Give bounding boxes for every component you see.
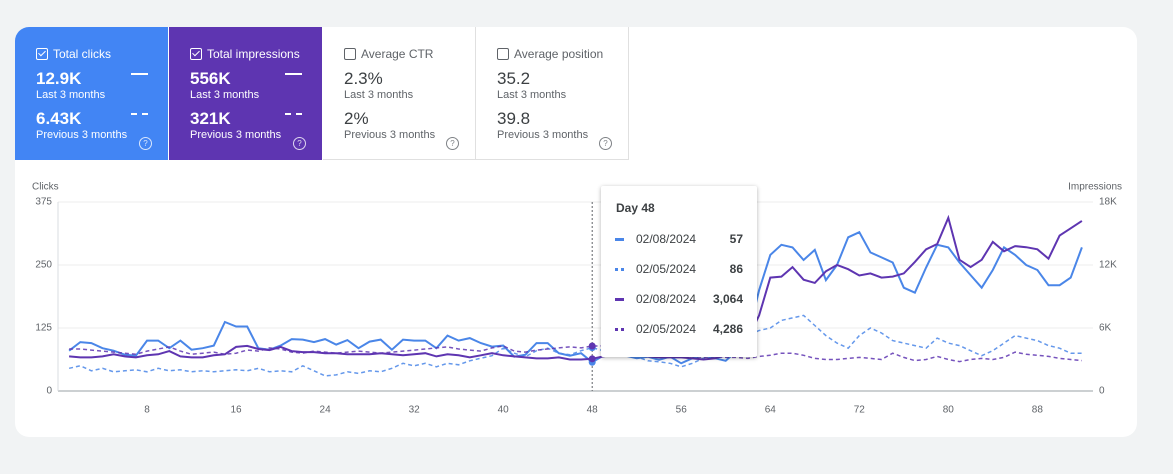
x-tick-label: 64 xyxy=(765,405,777,416)
x-tick-label: 32 xyxy=(409,405,421,416)
x-tick-label: 16 xyxy=(231,405,243,416)
tooltip-row: 02/05/2024 4,286 xyxy=(615,321,743,337)
y2-axis-title: Impressions xyxy=(1068,182,1122,193)
row-value: 4,286 xyxy=(712,322,743,336)
x-tick-label: 80 xyxy=(943,405,955,416)
metric-card[interactable]: Total clicks 12.9K Last 3 months 6.43K P… xyxy=(15,27,168,160)
card-prev-value: 39.8 xyxy=(497,109,531,128)
card-label: Average position xyxy=(514,47,604,61)
card-prev-period: Previous 3 months xyxy=(344,129,436,141)
x-tick-label: 40 xyxy=(498,405,510,416)
y-tick-label: 125 xyxy=(35,323,52,334)
row-marker xyxy=(615,297,624,301)
card-label: Average CTR xyxy=(361,47,434,61)
x-tick-label: 72 xyxy=(854,405,866,416)
card-value: 12.9K xyxy=(36,69,82,88)
card-value: 556K xyxy=(190,69,231,88)
x-tick-label: 48 xyxy=(587,405,599,416)
y-axis-title: Clicks xyxy=(32,182,59,193)
card-prev-period: Previous 3 months xyxy=(36,129,128,141)
y2-tick-label: 6K xyxy=(1099,323,1112,334)
row-date: 02/05/2024 xyxy=(636,262,697,276)
card-prev-period: Previous 3 months xyxy=(497,129,589,141)
card-period: Last 3 months xyxy=(344,89,414,101)
card-period: Last 3 months xyxy=(497,89,567,101)
y2-tick-label: 12K xyxy=(1099,260,1117,271)
row-marker xyxy=(615,327,624,331)
card-label: Total clicks xyxy=(53,47,112,61)
y-tick-label: 250 xyxy=(35,260,52,271)
y-tick-label: 375 xyxy=(35,197,52,208)
row-marker xyxy=(615,267,624,271)
y2-tick-label: 18K xyxy=(1099,197,1117,208)
series-line xyxy=(69,214,1083,361)
card-prev-value: 2% xyxy=(344,109,369,128)
row-value: 3,064 xyxy=(712,292,743,306)
metric-card[interactable]: Total impressions 556K Last 3 months 321… xyxy=(169,27,322,160)
card-period: Last 3 months xyxy=(190,89,260,101)
tooltip-row: 02/05/2024 86 xyxy=(615,261,743,277)
card-period: Last 3 months xyxy=(36,89,106,101)
x-tick-label: 24 xyxy=(320,405,332,416)
row-value: 86 xyxy=(729,262,743,276)
row-date: 02/05/2024 xyxy=(636,322,697,336)
card-prev-value: 6.43K xyxy=(36,109,82,128)
hover-dot xyxy=(588,355,596,363)
tooltip-row: 02/08/2024 57 xyxy=(615,231,743,247)
row-date: 02/08/2024 xyxy=(636,232,697,246)
y-tick-label: 0 xyxy=(46,386,52,397)
row-value: 57 xyxy=(729,232,743,246)
series-line xyxy=(68,230,1083,365)
metric-card[interactable]: Average CTR 2.3% Last 3 months 2% Previo… xyxy=(323,27,476,160)
tooltip-title: Day 48 xyxy=(616,201,655,215)
y2-tick-label: 0 xyxy=(1099,386,1105,397)
panel: Total clicks 12.9K Last 3 months 6.43K P… xyxy=(15,27,1137,437)
metric-card[interactable]: Average position 35.2 Last 3 months 39.8… xyxy=(476,27,629,160)
card-value: 2.3% xyxy=(344,69,383,88)
card-prev-value: 321K xyxy=(190,109,231,128)
x-tick-label: 8 xyxy=(144,405,150,416)
tooltip: Day 48 02/08/2024 57 02/05/2024 86 02/08/202… xyxy=(601,186,757,357)
tooltip-row: 02/08/2024 3,064 xyxy=(615,291,743,307)
hover-dot xyxy=(588,342,596,350)
card-value: 35.2 xyxy=(497,69,531,88)
row-date: 02/08/2024 xyxy=(636,292,697,306)
row-marker xyxy=(615,237,624,241)
card-prev-period: Previous 3 months xyxy=(190,129,282,141)
x-tick-label: 88 xyxy=(1032,405,1044,416)
x-tick-label: 56 xyxy=(676,405,688,416)
series-line xyxy=(68,314,1082,377)
series-line xyxy=(69,345,1082,363)
card-label: Total impressions xyxy=(207,47,300,61)
